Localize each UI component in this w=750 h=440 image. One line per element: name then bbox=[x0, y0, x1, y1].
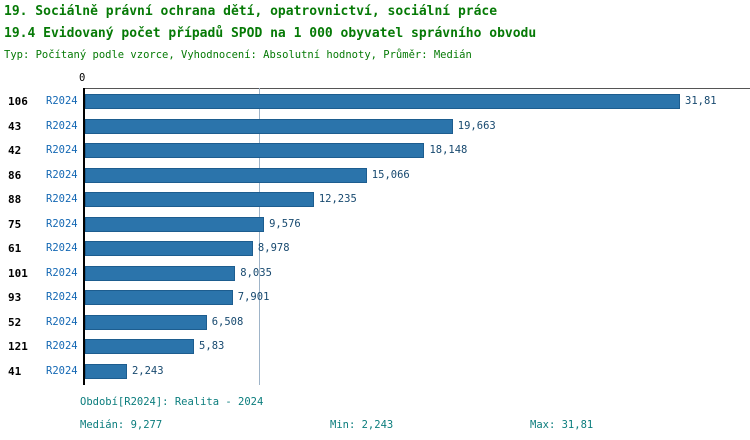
footer-max-label: Max: 31,81 bbox=[530, 419, 594, 431]
axis-zero-label: 0 bbox=[79, 72, 86, 84]
row-code: 93 bbox=[8, 291, 22, 304]
row-code: 43 bbox=[8, 119, 22, 133]
row-series-label: R2024 bbox=[46, 340, 78, 352]
row-series-label: R2024 bbox=[46, 364, 78, 377]
bar-row: 75 R2024 9,576 bbox=[0, 213, 750, 238]
bar bbox=[85, 143, 425, 158]
bar bbox=[85, 241, 253, 256]
median-gridline bbox=[258, 88, 260, 385]
bar-value-label: 19,663 bbox=[457, 119, 496, 132]
row-code: 86 bbox=[8, 168, 22, 182]
bar-row: 43 R2024 19,663 bbox=[0, 115, 750, 140]
row-code: 121 bbox=[8, 340, 28, 353]
bar-value-label: 8,978 bbox=[257, 242, 290, 254]
footer-median-label: Medián: 9,277 bbox=[80, 419, 163, 431]
row-series-label: R2024 bbox=[46, 315, 78, 328]
row-series-label: R2024 bbox=[46, 168, 78, 181]
row-series-label: R2024 bbox=[46, 95, 78, 107]
row-series-label: R2024 bbox=[46, 144, 78, 156]
row-code: 106 bbox=[8, 95, 28, 108]
row-code: 88 bbox=[8, 193, 22, 206]
bar bbox=[85, 192, 314, 207]
y-axis-line bbox=[83, 88, 85, 385]
bar-row: 101 R2024 8,035 bbox=[0, 262, 750, 287]
row-code: 75 bbox=[8, 217, 22, 231]
bar bbox=[85, 290, 233, 305]
row-code: 101 bbox=[8, 266, 28, 280]
chart-title: 19. Sociálně právní ochrana dětí, opatro… bbox=[4, 4, 498, 19]
chart-subtitle: 19.4 Evidovaný počet případů SPOD na 1 0… bbox=[4, 26, 537, 41]
bar bbox=[85, 339, 195, 354]
row-series-label: R2024 bbox=[46, 242, 78, 254]
bar-row: 41 R2024 2,243 bbox=[0, 360, 750, 385]
bar-row: 61 R2024 8,978 bbox=[0, 237, 750, 262]
bar-row: 86 R2024 15,066 bbox=[0, 164, 750, 189]
row-code: 42 bbox=[8, 144, 22, 157]
row-code: 52 bbox=[8, 315, 22, 329]
bar-value-label: 2,243 bbox=[131, 364, 164, 377]
bar-value-label: 6,508 bbox=[211, 315, 244, 328]
bar-row: 52 R2024 6,508 bbox=[0, 311, 750, 336]
footer-min-label: Min: 2,243 bbox=[330, 419, 394, 431]
bar-row: 88 R2024 12,235 bbox=[0, 188, 750, 213]
row-series-label: R2024 bbox=[46, 119, 78, 132]
bar-row: 121 R2024 5,83 bbox=[0, 335, 750, 360]
bar-value-label: 8,035 bbox=[240, 266, 272, 279]
bar-value-label: 15,066 bbox=[371, 168, 410, 181]
bar bbox=[85, 314, 207, 330]
bar-value-label: 9,576 bbox=[269, 217, 301, 230]
bar bbox=[85, 167, 367, 183]
bar-rows: 106 R2024 31,81 43 R2024 19,663 42 R2024 18,148 8… bbox=[0, 90, 750, 384]
row-series-label: R2024 bbox=[46, 193, 78, 205]
bar-value-label: 12,235 bbox=[318, 193, 357, 205]
bar-value-label: 18,148 bbox=[429, 144, 468, 156]
row-series-label: R2024 bbox=[46, 291, 78, 303]
bar bbox=[85, 265, 236, 281]
row-series-label: R2024 bbox=[46, 266, 78, 279]
bar-value-label: 31,81 bbox=[685, 95, 717, 107]
plot-top-line bbox=[84, 88, 750, 89]
bar bbox=[85, 216, 265, 232]
bar-value-label: 7,901 bbox=[237, 291, 270, 303]
bar-row: 106 R2024 31,81 bbox=[0, 90, 750, 115]
bar-value-label: 5,83 bbox=[199, 340, 225, 352]
chart-meta: Typ: Počítaný podle vzorce, Vyhodnocení:… bbox=[4, 49, 472, 61]
bar-row: 93 R2024 7,901 bbox=[0, 286, 750, 311]
row-code: 61 bbox=[8, 242, 22, 255]
row-code: 41 bbox=[8, 364, 22, 378]
row-series-label: R2024 bbox=[46, 217, 78, 230]
bar bbox=[85, 94, 680, 109]
bar bbox=[85, 118, 453, 134]
footer-period-label: Období[R2024]: Realita - 2024 bbox=[80, 396, 264, 408]
bar bbox=[85, 363, 127, 379]
bar-row: 42 R2024 18,148 bbox=[0, 139, 750, 164]
